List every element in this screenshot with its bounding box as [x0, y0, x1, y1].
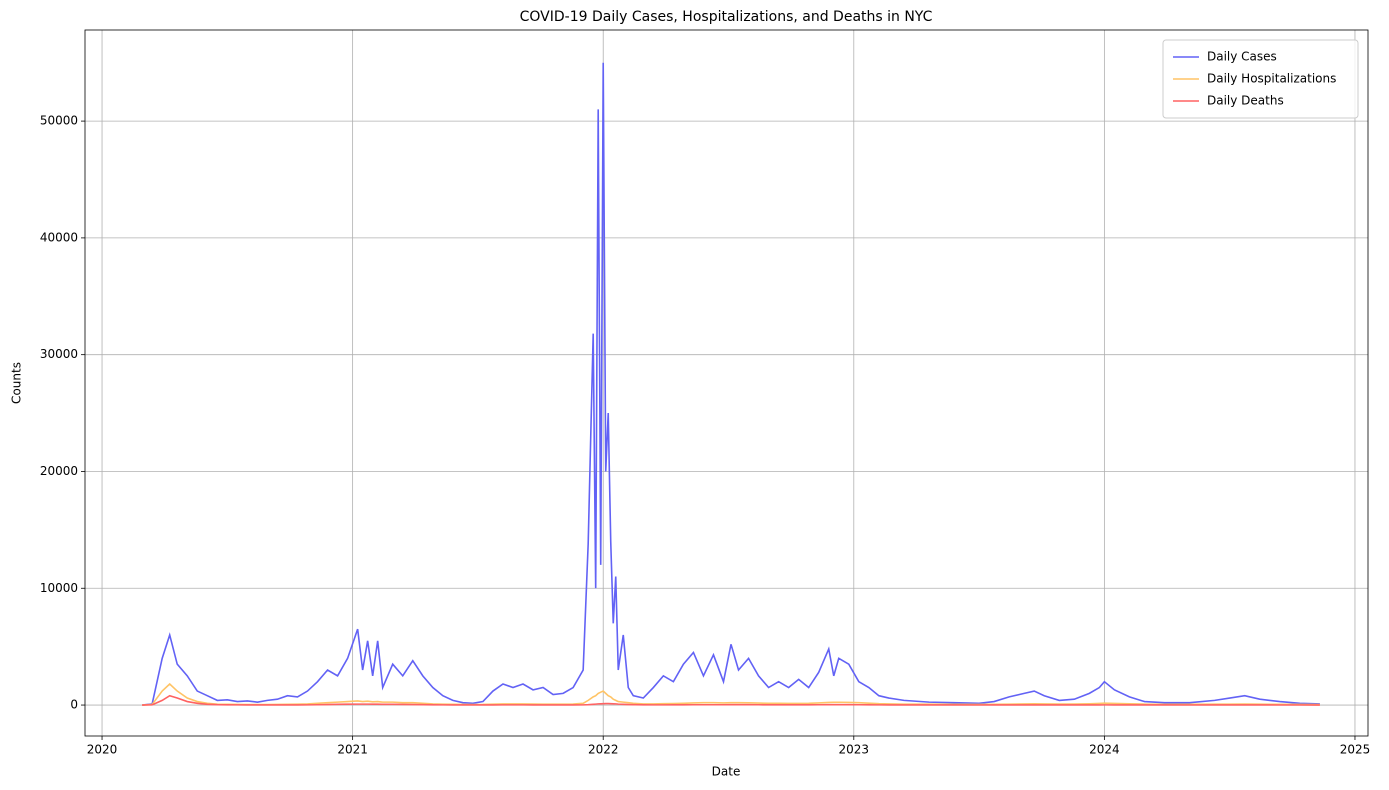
data-line: [142, 694, 1320, 706]
x-tick-label: 2022: [588, 743, 619, 757]
x-tick-label: 2020: [87, 743, 118, 757]
y-tick-label: 30000: [40, 347, 78, 361]
legend-label: Daily Cases: [1207, 50, 1277, 64]
plot-frame: [84, 29, 1369, 737]
y-tick-label: 40000: [40, 230, 78, 244]
x-tick-label: 2025: [1340, 743, 1371, 757]
x-tick-label: 2021: [337, 743, 368, 757]
legend-label: Daily Hospitalizations: [1207, 72, 1336, 86]
chart-title: COVID-19 Daily Cases, Hospitalizations, …: [520, 9, 933, 25]
y-tick-label: 20000: [40, 464, 78, 478]
x-axis-label: Date: [712, 765, 741, 779]
legend-label: Daily Deaths: [1207, 94, 1284, 108]
y-tick-label: 50000: [40, 114, 78, 128]
x-tick-label: 2024: [1089, 743, 1120, 757]
y-tick-label: 10000: [40, 581, 78, 595]
y-tick-label: 0: [70, 698, 78, 712]
x-tick-label: 2023: [839, 743, 870, 757]
data-line: [142, 62, 1320, 706]
data-line: [142, 682, 1320, 706]
legend-box: [1162, 39, 1359, 119]
y-axis-label: Counts: [10, 362, 24, 404]
